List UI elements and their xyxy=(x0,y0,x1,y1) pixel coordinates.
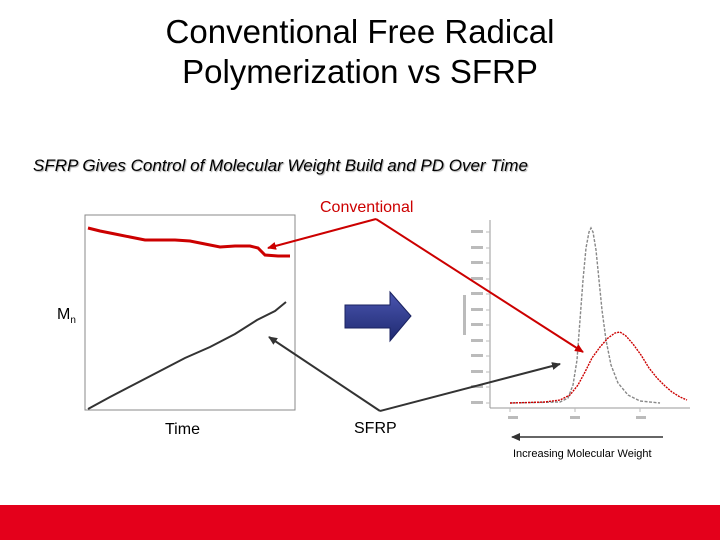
slide-title: Conventional Free Radical Polymerization… xyxy=(0,12,720,92)
sfrp-pointer-right xyxy=(379,362,561,412)
time-axis-label: Time xyxy=(165,421,200,438)
conventional-label: Conventional xyxy=(320,199,414,216)
sfrp-mn-trace xyxy=(87,301,287,410)
sfrp-gpc-peak xyxy=(509,226,661,404)
conventional-gpc-peak xyxy=(509,331,688,404)
right-arrow-icon xyxy=(344,290,412,343)
sfrp-label: SFRP xyxy=(354,420,397,437)
slide-subtitle: SFRP Gives Control of Molecular Weight B… xyxy=(33,156,528,175)
mn-axis-label: Mn xyxy=(57,306,76,326)
conventional-pointer-right xyxy=(375,218,584,353)
mn-vs-time-plot-frame xyxy=(84,214,296,411)
mn-axis-label-sub: n xyxy=(70,315,76,327)
title-line-1: Conventional Free Radical xyxy=(165,13,555,50)
bottom-accent-bar xyxy=(0,505,720,540)
conventional-pointer-left xyxy=(267,218,377,250)
gpc-plot-axis xyxy=(463,220,690,419)
mn-axis-label-main: M xyxy=(57,306,71,323)
increasing-mw-label: Increasing Molecular Weight xyxy=(513,448,652,460)
title-line-2: Polymerization vs SFRP xyxy=(182,53,538,90)
conventional-mn-trace xyxy=(87,226,290,258)
sfrp-pointer-left xyxy=(268,336,381,412)
